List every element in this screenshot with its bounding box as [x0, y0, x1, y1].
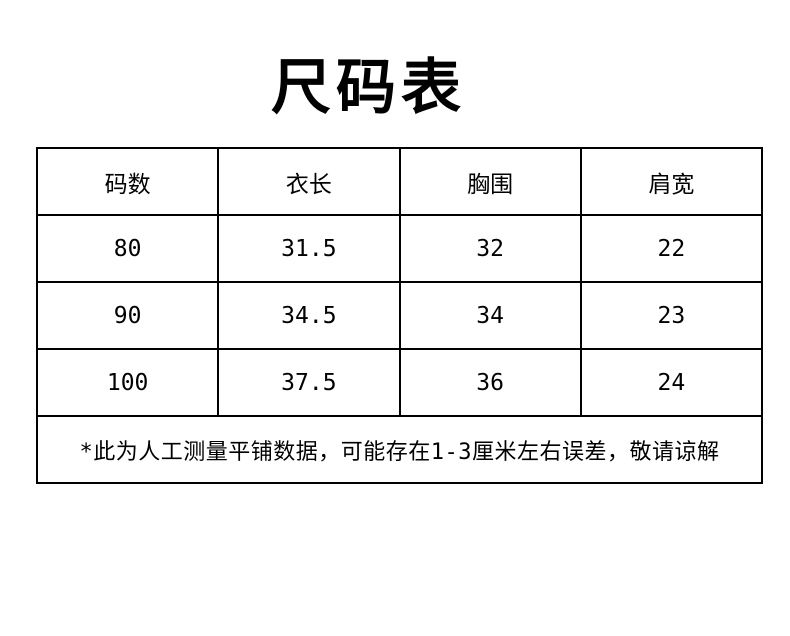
- header-cell-shoulder: 肩宽: [579, 147, 764, 216]
- table-row: 80 31.5 32 22: [35, 214, 764, 283]
- size-chart-table: 码数 衣长 胸围 肩宽 80 31.5 32 22 90 34.5 34 23 …: [35, 147, 764, 484]
- table-cell-shoulder: 23: [579, 281, 764, 350]
- table-cell-length: 31.5: [217, 214, 401, 283]
- table-cell-shoulder: 22: [579, 214, 764, 283]
- table-cell-size: 80: [35, 214, 220, 283]
- header-cell-size: 码数: [35, 147, 220, 216]
- table-cell-chest: 34: [398, 281, 582, 350]
- table-note-row: *此为人工测量平铺数据，可能存在1-3厘米左右误差，敬请谅解: [36, 415, 763, 484]
- table-row: 90 34.5 34 23: [35, 281, 764, 350]
- header-cell-chest: 胸围: [398, 147, 582, 216]
- page-title: 尺码表: [271, 53, 466, 124]
- table-cell-size: 100: [35, 348, 220, 417]
- table-row: 100 37.5 36 24: [35, 348, 764, 417]
- table-cell-length: 37.5: [217, 348, 401, 417]
- table-cell-chest: 32: [398, 214, 582, 283]
- measurement-disclaimer-note: *此为人工测量平铺数据，可能存在1-3厘米左右误差，敬请谅解: [36, 415, 763, 484]
- header-cell-length: 衣长: [217, 147, 401, 216]
- table-cell-chest: 36: [398, 348, 582, 417]
- table-cell-shoulder: 24: [579, 348, 764, 417]
- table-cell-length: 34.5: [217, 281, 401, 350]
- table-cell-size: 90: [35, 281, 220, 350]
- table-header-row: 码数 衣长 胸围 肩宽: [35, 147, 764, 216]
